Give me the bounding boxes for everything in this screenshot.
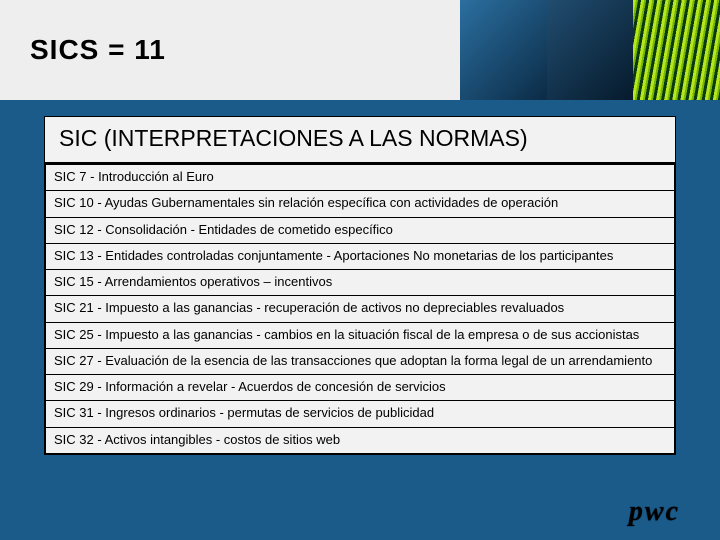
sic-cell: SIC 29 - Información a revelar - Acuerdo… (46, 375, 675, 401)
table-row: SIC 25 - Impuesto a las ganancias - camb… (46, 322, 675, 348)
slide: SICS = 11 SIC (INTERPRETACIONES A LAS NO… (0, 0, 720, 540)
slide-title: SICS = 11 (30, 34, 166, 66)
table-row: SIC 12 - Consolidación - Entidades de co… (46, 217, 675, 243)
table-row: SIC 29 - Información a revelar - Acuerdo… (46, 375, 675, 401)
sic-cell: SIC 32 - Activos intangibles - costos de… (46, 427, 675, 453)
sic-cell: SIC 27 - Evaluación de la esencia de las… (46, 348, 675, 374)
table-row: SIC 31 - Ingresos ordinarios - permutas … (46, 401, 675, 427)
table-row: SIC 32 - Activos intangibles - costos de… (46, 427, 675, 453)
sic-cell: SIC 7 - Introducción al Euro (46, 165, 675, 191)
sic-table: SIC 7 - Introducción al Euro SIC 10 - Ay… (45, 164, 675, 454)
sic-cell: SIC 31 - Ingresos ordinarios - permutas … (46, 401, 675, 427)
table-row: SIC 21 - Impuesto a las ganancias - recu… (46, 296, 675, 322)
pwc-logo: pwc (629, 496, 680, 528)
header-image-2 (547, 0, 634, 100)
table-row: SIC 10 - Ayudas Gubernamentales sin rela… (46, 191, 675, 217)
sic-cell: SIC 25 - Impuesto a las ganancias - camb… (46, 322, 675, 348)
sic-cell: SIC 21 - Impuesto a las ganancias - recu… (46, 296, 675, 322)
table-row: SIC 27 - Evaluación de la esencia de las… (46, 348, 675, 374)
table-row: SIC 13 - Entidades controladas conjuntam… (46, 243, 675, 269)
sic-cell: SIC 13 - Entidades controladas conjuntam… (46, 243, 675, 269)
sic-cell: SIC 10 - Ayudas Gubernamentales sin rela… (46, 191, 675, 217)
header-image-3 (633, 0, 720, 100)
sic-cell: SIC 15 - Arrendamientos operativos – inc… (46, 270, 675, 296)
sic-panel: SIC (INTERPRETACIONES A LAS NORMAS) SIC … (44, 116, 676, 455)
table-row: SIC 15 - Arrendamientos operativos – inc… (46, 270, 675, 296)
panel-title: SIC (INTERPRETACIONES A LAS NORMAS) (45, 117, 675, 164)
sic-cell: SIC 12 - Consolidación - Entidades de co… (46, 217, 675, 243)
header-decorative-images (460, 0, 720, 100)
table-row: SIC 7 - Introducción al Euro (46, 165, 675, 191)
header-image-1 (460, 0, 547, 100)
